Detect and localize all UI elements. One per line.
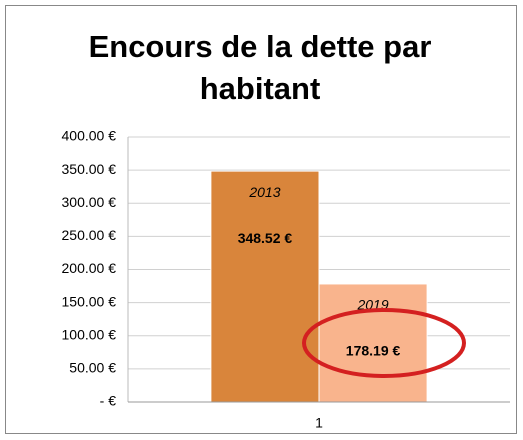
chart-title: Encours de la dette par habitant (88, 29, 432, 106)
bar (210, 170, 320, 403)
y-tick-label: 50.00 € (69, 360, 116, 376)
y-tick-label: 150.00 € (62, 293, 117, 309)
plot: - € 50.00 € 100.00 € 150.00 € 200.00 € 250.00… (62, 128, 510, 431)
y-tick-label: 100.00 € (62, 326, 117, 342)
bar (318, 283, 428, 403)
y-tick-label: - € (100, 393, 117, 409)
y-tick-label: 200.00 € (62, 260, 117, 276)
y-tick-label: 400.00 € (62, 128, 117, 144)
y-tick-label: 250.00 € (62, 227, 117, 243)
y-tick-label: 300.00 € (62, 194, 117, 210)
x-tick-label: 1 (315, 415, 323, 431)
y-tick-label: 350.00 € (62, 161, 117, 177)
value-label: 348.52 € (238, 230, 293, 246)
highlight-ellipse (302, 308, 466, 378)
series-label: 2013 (248, 184, 280, 200)
value-label: 178.19 € (346, 343, 401, 359)
